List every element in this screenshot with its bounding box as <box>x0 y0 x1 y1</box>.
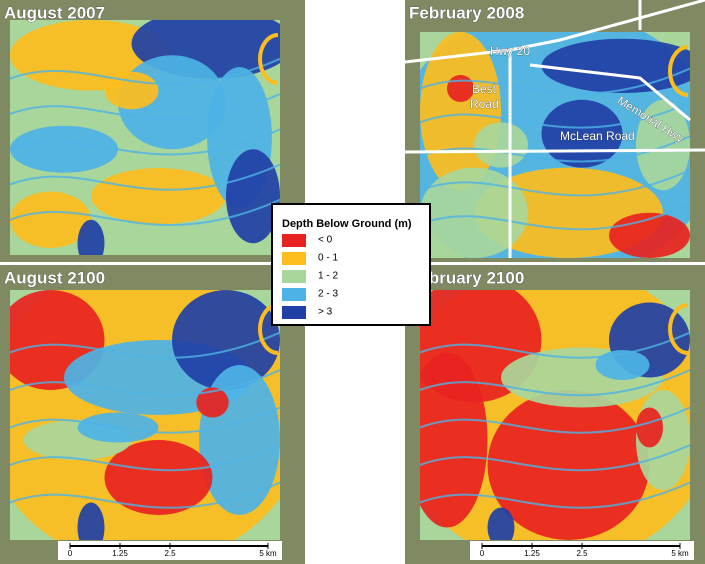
map-panel: February 2100 <box>405 265 705 564</box>
legend-label: 2 - 3 <box>318 289 338 300</box>
river-channel <box>420 67 690 95</box>
panel-title: August 2007 <box>4 3 105 22</box>
legend-label: 0 - 1 <box>318 253 338 264</box>
depth-zone <box>10 125 118 173</box>
river-channel <box>420 203 690 231</box>
road-label: Hwy 20 <box>490 44 530 58</box>
road-label: Road <box>470 97 499 111</box>
road-label: Best <box>472 82 497 96</box>
depth-zone <box>104 71 159 110</box>
river-channel <box>420 406 690 434</box>
legend: Depth Below Ground (m) < 0 0 - 1 1 - 2 2 - 3… <box>271 203 431 326</box>
depth-map <box>420 290 690 540</box>
river-channel <box>10 369 280 397</box>
depth-map <box>10 290 280 540</box>
depth-zone <box>199 365 280 515</box>
depth-zone <box>77 219 105 255</box>
depth-zone <box>172 290 280 390</box>
river-channel <box>10 331 280 359</box>
scale-label: 5 km <box>671 549 689 558</box>
river-channel <box>10 163 280 191</box>
river-channel <box>420 481 690 509</box>
legend-label: < 0 <box>318 235 333 246</box>
river-channel <box>420 444 690 472</box>
depth-zone <box>91 168 226 225</box>
scale-label: 2.5 <box>576 549 588 558</box>
depth-zone <box>636 99 690 191</box>
river-channel <box>420 369 690 397</box>
oxbow <box>258 33 279 85</box>
scale-bar: 0 1.25 2.5 5 km <box>58 541 282 560</box>
depth-zone <box>541 38 690 94</box>
depth-zone <box>487 507 515 540</box>
legend-title: Depth Below Ground (m) <box>282 218 412 230</box>
river-channel <box>420 169 690 197</box>
river-channel <box>10 57 280 85</box>
river-channel <box>10 481 280 509</box>
panel-title: February 2100 <box>409 268 524 287</box>
road <box>404 0 705 64</box>
depth-map <box>420 32 690 258</box>
depth-zone <box>104 440 213 515</box>
river-channel <box>10 444 280 472</box>
legend-swatch <box>282 288 306 301</box>
road <box>404 148 705 154</box>
legend-swatch <box>282 270 306 283</box>
scale-bar: 0 1.25 2.5 5 km <box>470 541 694 560</box>
scale-label: 1.25 <box>112 549 128 558</box>
river-channel <box>10 128 280 156</box>
panel-title: August 2100 <box>4 268 105 287</box>
river-channel <box>420 135 690 163</box>
scale-label: 0 <box>480 549 485 558</box>
river-channel <box>10 93 280 121</box>
river-channel <box>420 101 690 129</box>
road-label: McLean Road <box>560 129 635 143</box>
river-channel <box>10 198 280 226</box>
scale-label: 5 km <box>259 549 277 558</box>
scale-label: 0 <box>68 549 73 558</box>
map-panel: August 2007 <box>0 0 305 262</box>
road <box>529 63 691 122</box>
river-channel <box>420 331 690 359</box>
river-channel <box>10 406 280 434</box>
scale-label: 2.5 <box>164 549 176 558</box>
oxbow <box>668 303 689 355</box>
depth-zone <box>595 350 650 380</box>
depth-zone <box>420 167 528 258</box>
legend-label: 1 - 2 <box>318 271 338 282</box>
legend-swatch <box>282 234 306 247</box>
map-panel: August 2100 <box>0 265 305 564</box>
depth-zone <box>196 387 229 418</box>
map-panel: February 2008 <box>405 0 705 262</box>
depth-zone <box>226 149 280 244</box>
panel-title: February 2008 <box>409 3 524 22</box>
depth-zone <box>636 407 663 448</box>
oxbow <box>258 303 279 355</box>
legend-swatch <box>282 306 306 319</box>
oxbow <box>668 45 689 97</box>
legend-label: > 3 <box>318 307 333 318</box>
scale-label: 1.25 <box>524 549 540 558</box>
legend-swatch <box>282 252 306 265</box>
depth-zone <box>474 122 528 168</box>
depth-zone <box>77 502 105 540</box>
depth-map <box>10 20 280 255</box>
depth-zone <box>420 352 488 528</box>
depth-zone <box>10 191 91 248</box>
